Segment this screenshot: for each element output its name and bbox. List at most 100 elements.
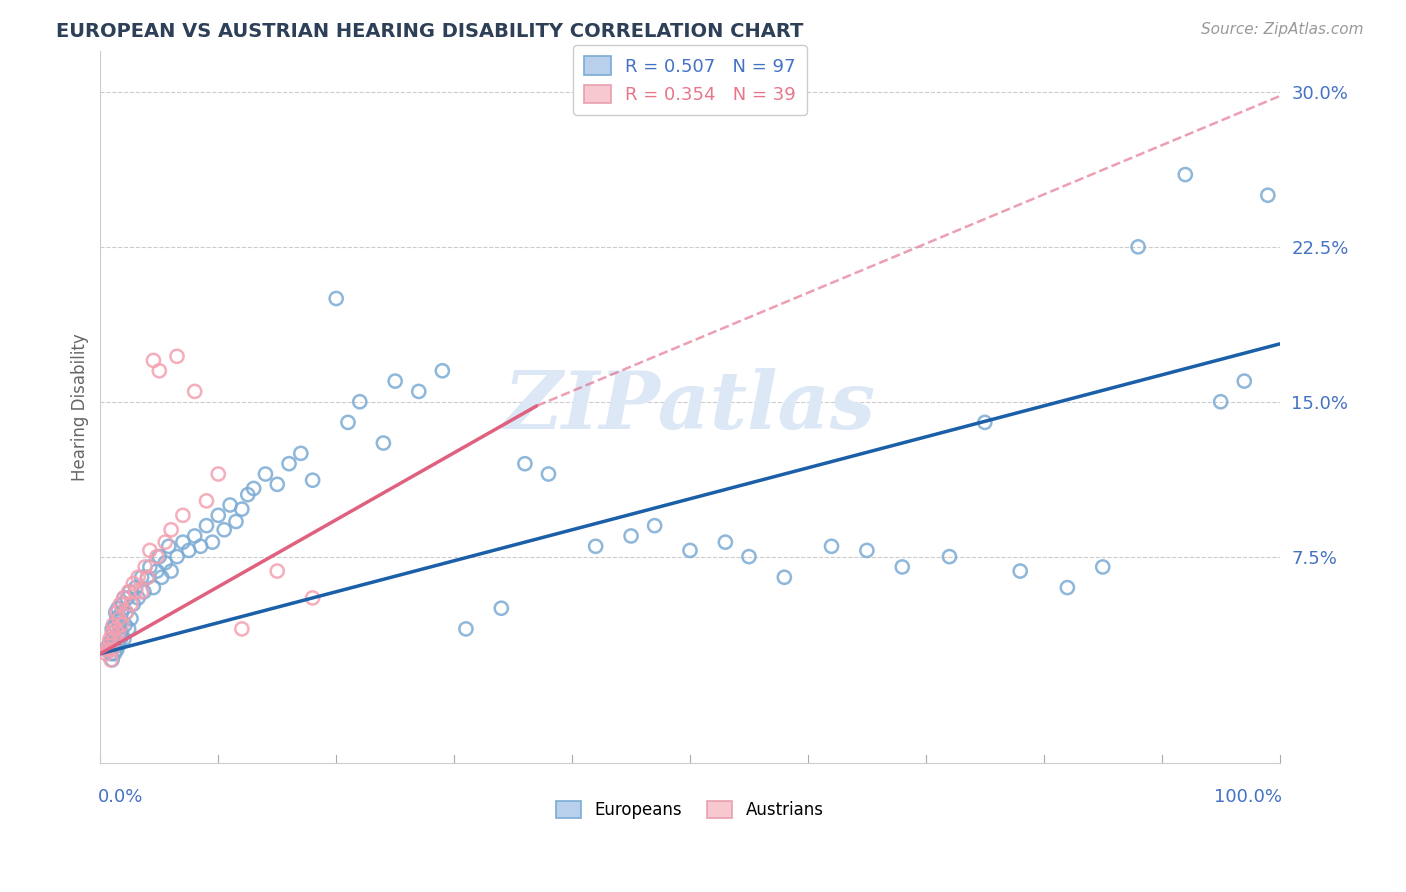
Point (134, 560, 156, 574)
Point (97, 639, 120, 653)
Point (207, 467, 229, 481)
Point (301, 591, 323, 605)
Point (337, 416, 360, 430)
Point (108, 617, 131, 632)
Point (100, 653, 122, 667)
Point (98, 632, 121, 647)
Point (891, 560, 914, 574)
Point (107, 639, 129, 653)
Text: EUROPEAN VS AUSTRIAN HEARING DISABILITY CORRELATION CHART: EUROPEAN VS AUSTRIAN HEARING DISABILITY … (56, 22, 804, 41)
Point (110, 597, 132, 611)
Point (290, 446, 312, 460)
Point (125, 584, 148, 599)
Point (225, 515, 247, 529)
Point (115, 606, 138, 620)
Text: 100.0%: 100.0% (1213, 788, 1282, 805)
Point (679, 543, 702, 558)
Point (373, 436, 395, 450)
Point (620, 529, 643, 543)
Point (242, 482, 264, 496)
Point (714, 535, 737, 549)
Point (101, 632, 124, 647)
Point (104, 622, 127, 636)
Point (136, 570, 159, 584)
Point (103, 632, 125, 647)
Point (266, 564, 288, 578)
Point (157, 539, 180, 553)
Point (118, 584, 141, 599)
Point (384, 374, 406, 388)
Point (513, 457, 536, 471)
Point (96, 642, 118, 657)
Point (117, 591, 139, 605)
Point (148, 549, 170, 564)
Point (122, 597, 145, 611)
Point (108, 611, 131, 625)
Point (142, 353, 165, 368)
Point (122, 576, 145, 591)
Point (938, 549, 960, 564)
Point (155, 535, 177, 549)
Point (177, 543, 200, 558)
Text: Source: ZipAtlas.com: Source: ZipAtlas.com (1201, 22, 1364, 37)
Point (166, 349, 188, 363)
Point (231, 622, 253, 636)
Point (142, 581, 165, 595)
Point (537, 467, 560, 481)
Point (738, 549, 761, 564)
Point (219, 498, 242, 512)
Point (278, 457, 301, 471)
Point (114, 617, 136, 632)
Point (408, 384, 430, 399)
Point (104, 632, 127, 647)
Point (1257, 188, 1279, 202)
Point (118, 622, 141, 636)
Point (1056, 581, 1078, 595)
Point (207, 508, 229, 523)
Point (585, 539, 607, 553)
Point (136, 570, 159, 584)
Point (131, 584, 153, 599)
Point (110, 626, 132, 640)
Y-axis label: Hearing Disability: Hearing Disability (72, 333, 89, 481)
Point (127, 570, 149, 584)
Point (110, 617, 132, 632)
Point (150, 570, 173, 584)
Point (103, 647, 125, 661)
Point (1091, 560, 1114, 574)
Point (195, 518, 218, 533)
Point (105, 606, 128, 620)
Point (127, 591, 149, 605)
Point (101, 622, 124, 636)
Point (236, 488, 259, 502)
Point (1126, 240, 1149, 254)
Point (111, 597, 134, 611)
Point (454, 622, 477, 636)
Point (96, 647, 118, 661)
Point (183, 529, 205, 543)
Point (120, 597, 142, 611)
Point (201, 535, 224, 549)
Point (112, 591, 135, 605)
Point (112, 632, 135, 647)
Point (1233, 374, 1256, 388)
Legend: Europeans, Austrians: Europeans, Austrians (550, 795, 831, 826)
Point (432, 364, 454, 378)
Point (349, 394, 371, 409)
Point (105, 642, 128, 657)
Point (103, 626, 125, 640)
Point (101, 642, 124, 657)
Point (773, 570, 796, 584)
Point (120, 611, 142, 625)
Point (160, 564, 183, 578)
Point (105, 611, 128, 625)
Point (183, 384, 205, 399)
Point (644, 518, 666, 533)
Point (301, 473, 323, 487)
Text: ZIPatlas: ZIPatlas (503, 368, 876, 446)
Point (172, 508, 194, 523)
Point (148, 364, 170, 378)
Point (115, 606, 138, 620)
Point (973, 416, 995, 430)
Point (139, 560, 162, 574)
